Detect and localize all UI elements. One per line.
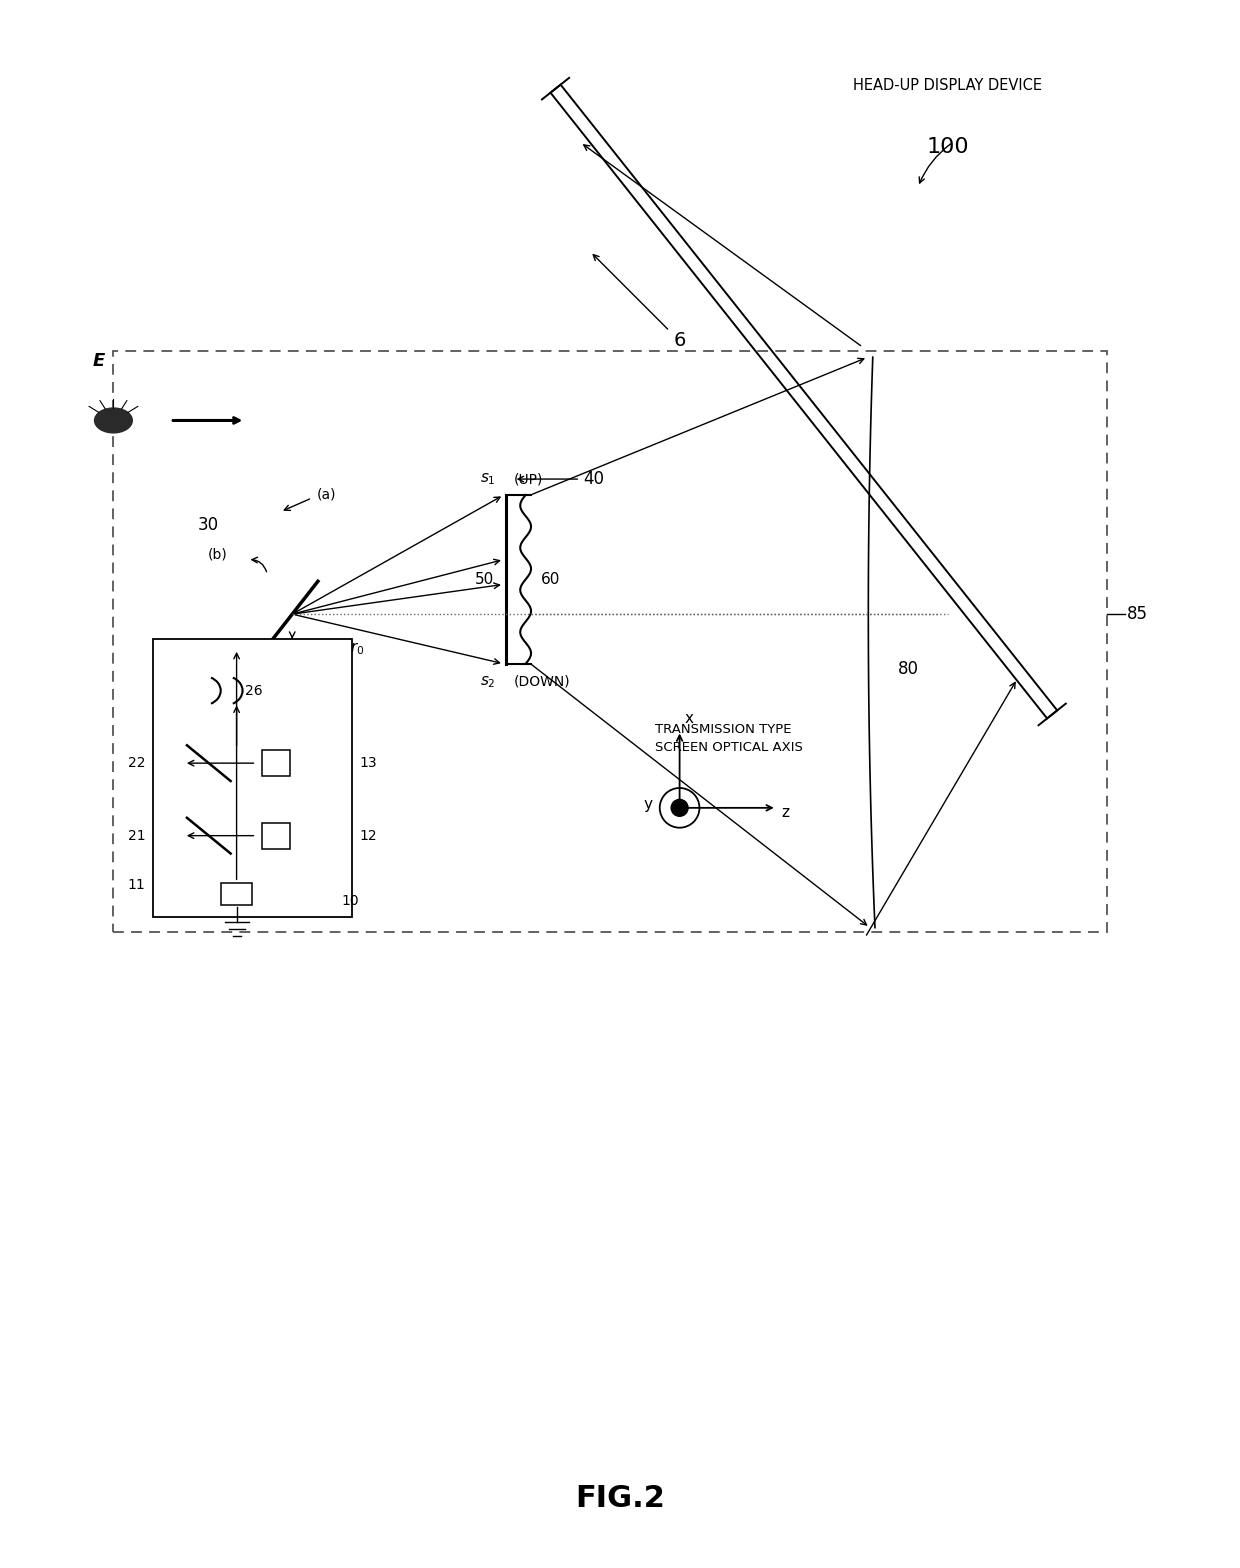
Bar (263, 823, 290, 848)
Text: 10: 10 (342, 894, 360, 908)
Text: 85: 85 (1127, 605, 1147, 622)
Text: $r_0$: $r_0$ (350, 641, 365, 657)
Text: 12: 12 (360, 828, 377, 842)
Text: E: E (93, 351, 104, 370)
Text: FIG.2: FIG.2 (575, 1483, 665, 1513)
Text: $s_2$: $s_2$ (480, 674, 496, 690)
Bar (154, 640, 352, 917)
Text: 40: 40 (583, 470, 604, 488)
Text: HEAD-UP DISPLAY DEVICE: HEAD-UP DISPLAY DEVICE (853, 78, 1043, 93)
Text: 6: 6 (673, 331, 686, 351)
Text: 30: 30 (197, 516, 218, 533)
Text: 100: 100 (926, 138, 970, 157)
Text: $s_1$: $s_1$ (480, 472, 496, 488)
Text: (DOWN): (DOWN) (513, 674, 570, 688)
Text: (UP): (UP) (513, 472, 543, 486)
Bar (113, 351, 1107, 931)
Text: y: y (644, 798, 652, 812)
Text: 26: 26 (244, 684, 262, 698)
Text: 80: 80 (898, 660, 919, 677)
Text: 11: 11 (128, 878, 145, 892)
Text: 50: 50 (475, 572, 494, 586)
Circle shape (671, 800, 688, 817)
Bar (263, 750, 290, 776)
Text: TRANSMISSION TYPE
SCREEN OPTICAL AXIS: TRANSMISSION TYPE SCREEN OPTICAL AXIS (655, 723, 802, 754)
Text: z: z (781, 806, 789, 820)
Text: 22: 22 (128, 756, 145, 770)
Text: (a): (a) (317, 488, 336, 502)
Text: 60: 60 (541, 572, 560, 586)
Ellipse shape (94, 408, 133, 433)
Text: 13: 13 (360, 756, 377, 770)
Text: (b): (b) (208, 547, 228, 561)
Bar (221, 883, 253, 905)
Text: 21: 21 (128, 828, 145, 842)
Text: x: x (684, 712, 694, 726)
